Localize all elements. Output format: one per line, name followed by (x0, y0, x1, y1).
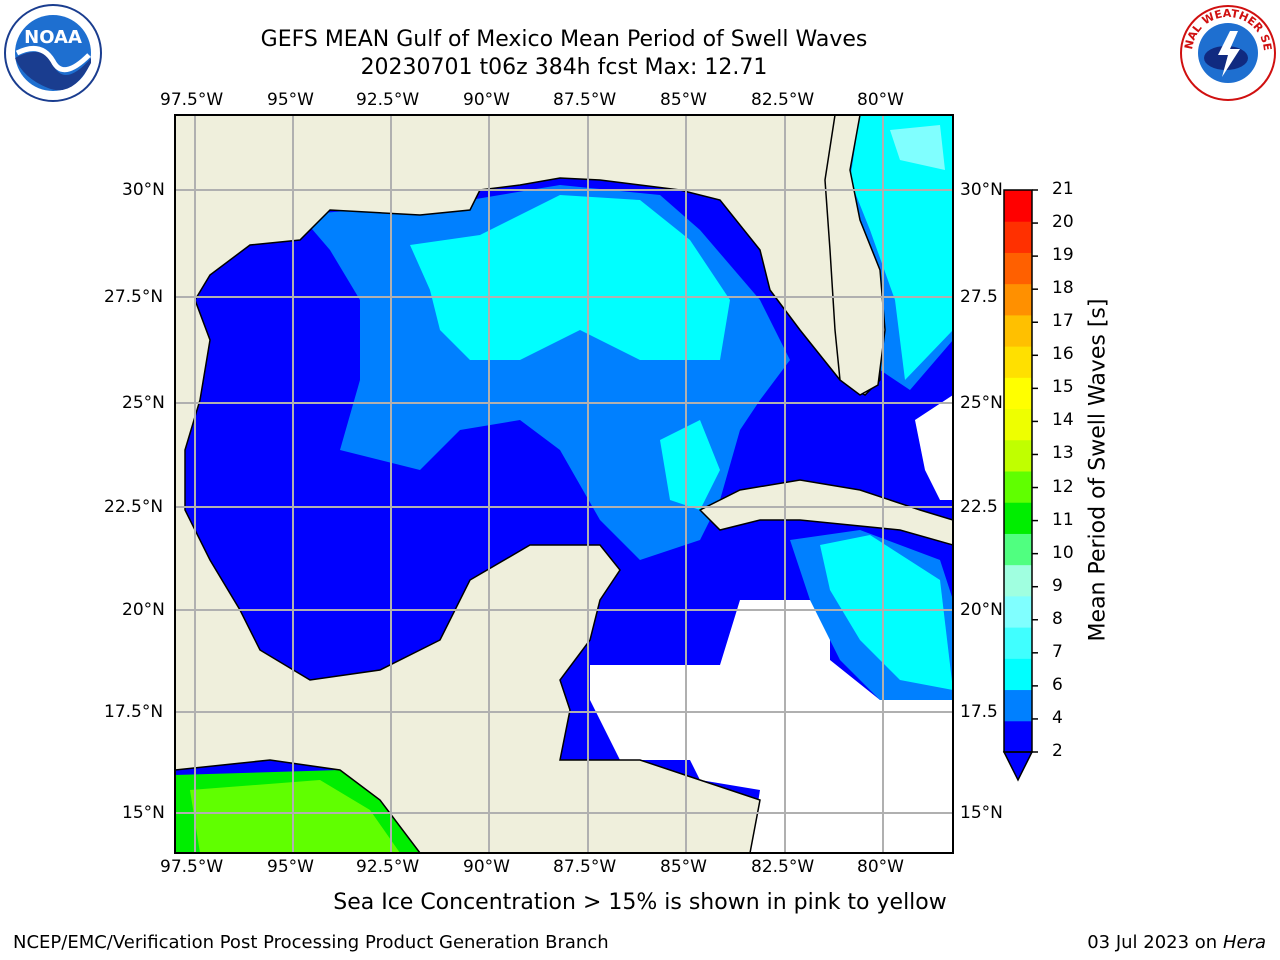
swell-11-12s-pacific (190, 780, 400, 853)
colorbar-swatch (1004, 689, 1032, 722)
lat-label-left: 17.5°N (104, 702, 164, 722)
sea-ice-note: Sea Ice Concentration > 15% is shown in … (333, 890, 947, 915)
land-florida (824, 115, 886, 396)
chart-subtitle: 20230701 t06z 384h fcst Max: 12.71 (360, 55, 768, 80)
colorbar-tick-label: 14 (1052, 410, 1074, 431)
lat-label-left: 22.5°N (104, 497, 164, 517)
colorbar-swatch (1004, 533, 1032, 566)
colorbar-tick-label: 8 (1052, 608, 1063, 629)
lon-label-bottom: 80°W (857, 857, 904, 877)
swell-4-6s-atlantic (850, 115, 953, 380)
noaa-logo: NOAA (4, 4, 102, 102)
lon-label-top: 95°W (267, 90, 314, 110)
colorbar-swatch (1004, 564, 1032, 597)
colorbar-swatch (1004, 314, 1032, 347)
lat-label-left: 15°N (122, 803, 165, 823)
missing-data-caribbean (590, 600, 953, 853)
swell-4-6s-caribbean (820, 535, 953, 690)
swell-6-8s-atlantic (890, 125, 945, 170)
colorbar-tick-label: 7 (1052, 641, 1063, 662)
missing-data-bahamas (915, 395, 953, 500)
colorbar-extend-triangle (1002, 751, 1034, 782)
noaa-logo-text: NOAA (24, 27, 82, 48)
colorbar-swatch (1004, 283, 1032, 316)
lon-label-top: 82.5°W (751, 90, 815, 110)
colorbar-tick-label: 4 (1052, 707, 1063, 728)
colorbar-swatch (1004, 346, 1032, 378)
lon-label-bottom: 82.5°W (751, 857, 815, 877)
colorbar-tick-label: 2 (1052, 741, 1063, 761)
colorbar-tick-label: 20 (1052, 212, 1074, 233)
lon-label-top: 85°W (660, 90, 707, 110)
colorbar-tick-label: 13 (1052, 443, 1074, 464)
lon-label-top: 97.5°W (160, 90, 224, 110)
map-content (175, 115, 953, 853)
colorbar-swatch (1004, 471, 1032, 503)
colorbar-tick-label: 18 (1052, 278, 1074, 299)
colorbar-swatch (1004, 439, 1032, 472)
footer-date: 03 Jul 2023 on Hera (1087, 932, 1266, 953)
lat-label-right: 22.5 (960, 497, 998, 517)
lat-label-right: 20°N (960, 600, 1003, 620)
colorbar-frame (1003, 189, 1033, 753)
lat-label-left: 20°N (122, 600, 165, 620)
colorbar-tick-label: 10 (1052, 542, 1074, 563)
lat-label-right: 30°N (960, 180, 1003, 200)
lat-label-left: 30°N (122, 180, 165, 200)
lon-label-top: 87.5°W (553, 90, 617, 110)
land-mainland (175, 115, 881, 853)
colorbar-tick-label: 12 (1052, 476, 1074, 497)
land-cuba (698, 479, 953, 546)
footer-org: NCEP/EMC/Verification Post Processing Pr… (13, 932, 609, 953)
lon-label-top: 90°W (463, 90, 510, 110)
colorbar-swatch (1004, 190, 1032, 222)
colorbar-tick-label: 11 (1052, 509, 1074, 530)
graticule (175, 115, 953, 853)
colorbar-tick-label: 21 (1052, 179, 1074, 199)
colorbar-swatch (1004, 627, 1032, 659)
footer-date-text: 03 Jul 2023 on (1087, 932, 1223, 953)
colorbar-tick-label: 17 (1052, 311, 1074, 332)
colorbar-swatch (1004, 221, 1032, 253)
colorbar (1002, 189, 1038, 782)
colorbar-swatch (1004, 720, 1032, 753)
nws-logo: NATIONAL WEATHER SERVICE (1178, 3, 1276, 101)
colorbar-tick-label: 9 (1052, 575, 1063, 596)
colorbar-swatch (1004, 252, 1032, 285)
lat-label-right: 15°N (960, 803, 1003, 823)
colorbar-tick-label: 6 (1052, 674, 1063, 695)
lon-label-bottom: 90°W (463, 857, 510, 877)
footer-host: Hera (1222, 932, 1266, 953)
colorbar-tick-label: 19 (1052, 245, 1074, 266)
colorbar-tick-label: 16 (1052, 344, 1074, 365)
lat-label-left: 27.5°N (104, 287, 164, 307)
colorbar-swatch (1004, 377, 1032, 410)
lat-label-right: 17.5 (960, 702, 998, 722)
colorbar-swatch (1004, 408, 1032, 441)
colorbar-swatch (1004, 502, 1032, 534)
lon-label-bottom: 97.5°W (160, 857, 224, 877)
map-frame (174, 114, 954, 854)
colorbar-label: Mean Period of Swell Waves [s] (1085, 298, 1111, 642)
colorbar-tick-label: 15 (1052, 377, 1074, 398)
chart-title: GEFS MEAN Gulf of Mexico Mean Period of … (260, 27, 868, 52)
lon-label-top: 92.5°W (356, 90, 420, 110)
lon-label-bottom: 85°W (660, 857, 707, 877)
lon-label-bottom: 87.5°W (553, 857, 617, 877)
lat-label-right: 25°N (960, 393, 1003, 413)
lat-label-left: 25°N (122, 393, 165, 413)
lat-label-right: 27.5 (960, 287, 998, 307)
lon-label-bottom: 92.5°W (356, 857, 420, 877)
colorbar-swatch (1004, 658, 1032, 691)
lon-label-bottom: 95°W (267, 857, 314, 877)
swell-4-6s-yucatan (660, 420, 720, 510)
colorbar-swatch (1004, 595, 1032, 628)
lon-label-top: 80°W (857, 90, 904, 110)
